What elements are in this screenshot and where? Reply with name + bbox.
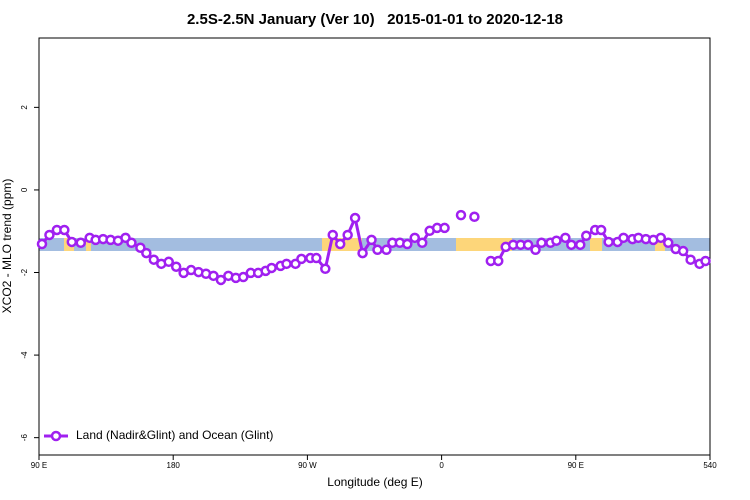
land-band bbox=[590, 238, 602, 251]
data-point bbox=[580, 230, 592, 242]
legend-label: Land (Nadir&Glint) and Ocean (Glint) bbox=[76, 428, 273, 442]
data-point bbox=[36, 238, 48, 250]
data-point bbox=[685, 254, 696, 265]
y-tick-label: -2 bbox=[20, 268, 29, 276]
data-point bbox=[409, 232, 421, 244]
x-tick-label: 180 bbox=[167, 461, 181, 470]
data-point bbox=[141, 247, 152, 259]
data-point bbox=[522, 239, 534, 251]
data-point bbox=[163, 256, 174, 268]
data-point bbox=[238, 271, 249, 283]
data-point bbox=[560, 232, 571, 244]
data-point bbox=[439, 222, 450, 234]
data-point bbox=[372, 244, 383, 256]
data-point bbox=[530, 244, 541, 256]
data-point bbox=[493, 255, 504, 267]
data-point bbox=[126, 237, 137, 249]
legend-marker bbox=[50, 430, 62, 442]
y-axis-label: XCO2 - MLO trend (ppm) bbox=[0, 179, 14, 314]
data-point bbox=[148, 254, 160, 265]
chart-title: 2.5S-2.5N January (Ver 10) 2015-01-01 to… bbox=[187, 11, 563, 28]
land-band bbox=[655, 238, 665, 251]
data-point bbox=[281, 258, 292, 270]
data-point bbox=[266, 262, 277, 274]
data-point bbox=[334, 238, 346, 250]
x-tick-label: 0 bbox=[439, 461, 444, 470]
data-point bbox=[311, 252, 322, 264]
x-tick-label: 90 E bbox=[31, 461, 47, 470]
data-point bbox=[320, 263, 331, 275]
data-point bbox=[655, 232, 667, 244]
data-point bbox=[662, 237, 674, 249]
x-tick-label: 90 W bbox=[298, 461, 317, 470]
data-point bbox=[208, 270, 219, 282]
y-tick-label: 2 bbox=[20, 105, 29, 110]
data-point bbox=[536, 237, 547, 249]
data-point bbox=[700, 255, 711, 267]
data-point bbox=[44, 229, 55, 241]
data-point bbox=[402, 238, 413, 250]
x-tick-label: 540 bbox=[703, 461, 717, 470]
data-point bbox=[75, 237, 87, 249]
data-point bbox=[455, 209, 467, 221]
data-point bbox=[551, 235, 562, 246]
data-point bbox=[618, 232, 629, 244]
data-point bbox=[381, 244, 392, 256]
data-point bbox=[603, 236, 614, 248]
data-point bbox=[215, 274, 227, 286]
y-tick-label: 0 bbox=[20, 187, 29, 192]
data-point bbox=[66, 236, 78, 248]
data-point bbox=[342, 229, 353, 241]
land-band bbox=[456, 238, 512, 251]
y-tick-label: -6 bbox=[20, 434, 29, 442]
data-point bbox=[170, 261, 182, 272]
land-band bbox=[86, 238, 91, 251]
x-axis-label: Longitude (deg E) bbox=[327, 475, 422, 489]
data-point bbox=[469, 211, 480, 223]
data-point bbox=[357, 247, 368, 259]
data-point bbox=[366, 234, 377, 246]
data-point bbox=[349, 212, 361, 224]
y-tick-label: -4 bbox=[20, 351, 29, 359]
data-point bbox=[575, 239, 586, 251]
data-point bbox=[595, 224, 607, 236]
data-point bbox=[59, 224, 70, 236]
data-point bbox=[327, 229, 338, 241]
data-point bbox=[566, 239, 577, 251]
data-point bbox=[416, 237, 428, 249]
data-point bbox=[677, 245, 689, 257]
x-tick-label: 90 E bbox=[568, 461, 584, 470]
data-point bbox=[296, 253, 307, 265]
